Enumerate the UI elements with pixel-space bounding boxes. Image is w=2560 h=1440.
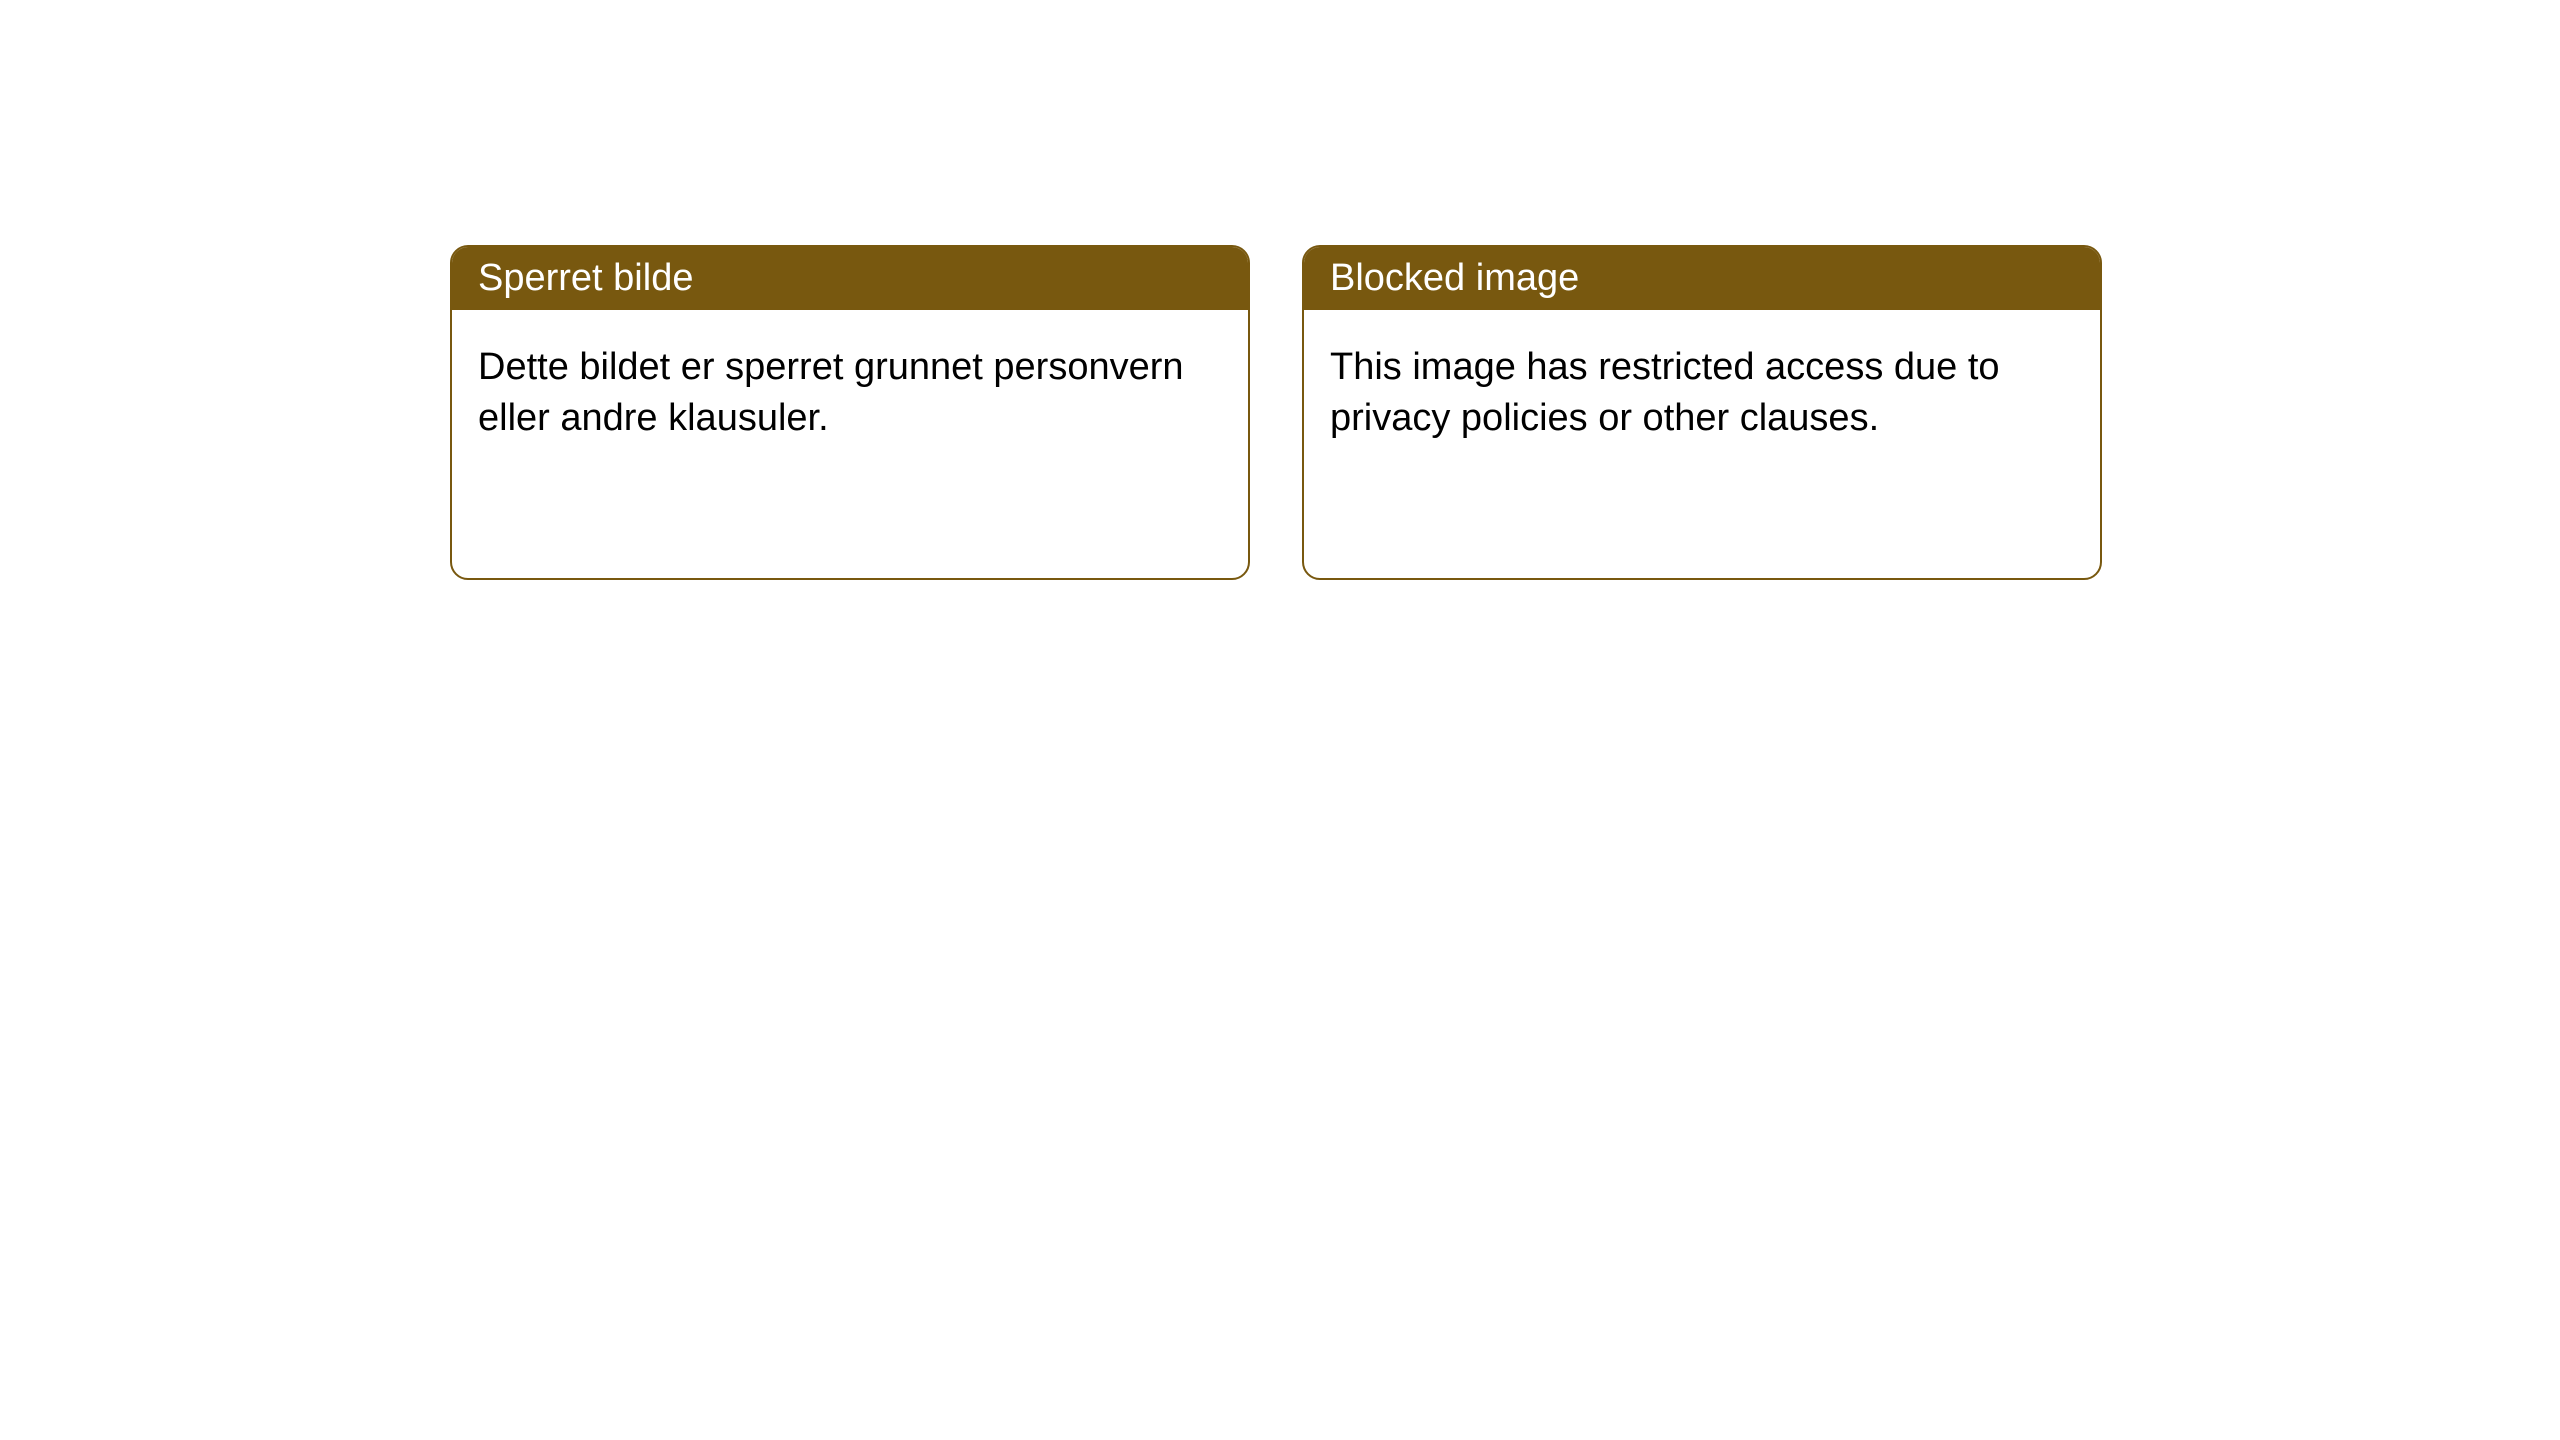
notice-header-norwegian: Sperret bilde [452,247,1248,310]
notice-header-english: Blocked image [1304,247,2100,310]
notice-body-english: This image has restricted access due to … [1304,310,2100,477]
notice-card-english: Blocked image This image has restricted … [1302,245,2102,580]
notice-card-norwegian: Sperret bilde Dette bildet er sperret gr… [450,245,1250,580]
notice-container: Sperret bilde Dette bildet er sperret gr… [0,0,2560,580]
notice-body-norwegian: Dette bildet er sperret grunnet personve… [452,310,1248,477]
